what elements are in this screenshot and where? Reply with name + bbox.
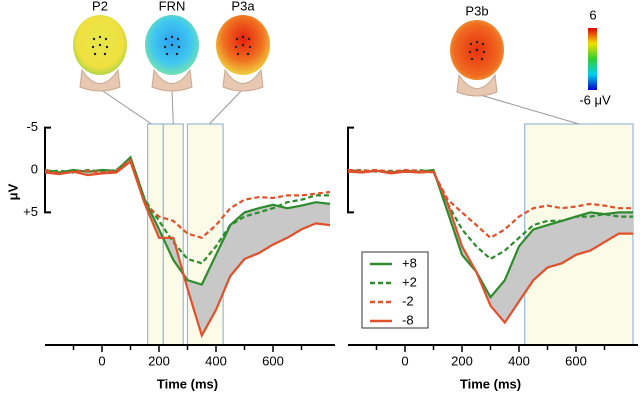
electrode [236, 52, 240, 56]
electrode [235, 37, 239, 41]
colorbar [588, 28, 597, 90]
legend-label: -2 [402, 293, 414, 308]
neck [222, 68, 264, 92]
electrode [176, 37, 180, 41]
x-tick-label: 400 [508, 353, 530, 368]
electrode [170, 43, 174, 47]
legend-label: +2 [402, 274, 417, 289]
electrode [105, 45, 109, 49]
electrode [103, 52, 107, 56]
electrode [164, 37, 168, 41]
electrode [241, 35, 245, 39]
electrode [248, 45, 252, 49]
erp-line [347, 169, 633, 325]
electrode [470, 57, 474, 61]
electrode [170, 35, 174, 39]
x-tick-label: 600 [565, 353, 587, 368]
electrode [93, 52, 97, 56]
legend-label: -8 [402, 312, 414, 327]
electrode [163, 45, 167, 49]
connector [99, 88, 152, 125]
electrode [98, 43, 102, 47]
electrode [104, 37, 108, 41]
x-tick-label: 200 [148, 353, 170, 368]
connector [476, 93, 579, 125]
component-label: P3b [465, 3, 488, 18]
electrode [234, 45, 238, 49]
component-window [162, 123, 184, 346]
erp-line [44, 157, 331, 240]
colorbar-min: -6 μV [579, 92, 611, 107]
y-tick-label: -5 [26, 119, 38, 134]
electrode [177, 45, 181, 49]
colorbar-max: 6 [589, 7, 596, 22]
electrode [475, 40, 479, 44]
electrode [98, 35, 102, 39]
y-tick-label: 0 [31, 161, 38, 176]
x-tick-label: 400 [205, 353, 227, 368]
electrode [480, 57, 484, 61]
electrode [482, 50, 486, 54]
electrode [475, 48, 479, 52]
x-tick-label: 0 [401, 353, 408, 368]
erp-line [44, 159, 331, 339]
x-tick-label: 600 [262, 353, 284, 368]
electrode [481, 42, 485, 46]
y-axis-label: μV [5, 183, 20, 200]
electrode [165, 52, 169, 56]
electrode [246, 52, 250, 56]
electrode [247, 37, 251, 41]
electrode [468, 50, 472, 54]
neck [151, 68, 193, 92]
electrode [469, 42, 473, 46]
erp-line [347, 168, 633, 261]
connector [208, 88, 244, 125]
component-label: P2 [92, 0, 108, 13]
electrode [92, 37, 96, 41]
neck [79, 68, 121, 92]
difference-area [348, 170, 633, 323]
x-axis-label: Time (ms) [460, 376, 521, 391]
connector [171, 88, 174, 125]
component-label: P3a [231, 0, 255, 13]
electrode [91, 45, 95, 49]
x-axis-label: Time (ms) [157, 376, 218, 391]
component-label: FRN [159, 0, 186, 13]
x-tick-label: 0 [98, 353, 105, 368]
electrode [241, 43, 245, 47]
neck [456, 73, 498, 97]
x-tick-label: 200 [451, 353, 473, 368]
legend-label: +8 [402, 255, 417, 270]
y-tick-label: +5 [23, 204, 38, 219]
electrode [175, 52, 179, 56]
